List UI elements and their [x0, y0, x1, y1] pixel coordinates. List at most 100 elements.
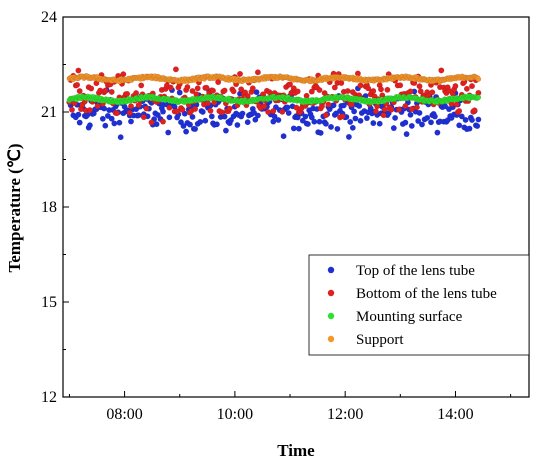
data-point: [271, 113, 278, 120]
data-point: [322, 120, 329, 127]
data-point: [295, 125, 302, 132]
data-point: [69, 106, 75, 113]
data-point: [172, 66, 179, 73]
legend-label: Bottom of the lens tube: [356, 286, 497, 302]
data-point: [287, 81, 293, 88]
data-point: [76, 88, 83, 95]
data-point: [187, 121, 193, 128]
data-point: [189, 88, 196, 94]
data-point: [148, 119, 155, 126]
data-point: [244, 119, 251, 126]
data-point: [357, 82, 364, 89]
data-point: [210, 87, 216, 94]
data-point: [302, 113, 309, 120]
data-point: [347, 118, 354, 125]
data-point: [469, 117, 475, 123]
data-point: [380, 112, 387, 119]
data-point: [325, 101, 332, 108]
legend-label: Top of the lens tube: [356, 263, 475, 279]
data-point: [128, 103, 134, 110]
data-point: [222, 127, 229, 134]
data-point: [99, 115, 106, 122]
data-point: [456, 122, 463, 129]
data-point: [370, 88, 377, 94]
data-point: [392, 114, 399, 121]
data-point: [207, 107, 214, 114]
data-point: [76, 119, 83, 126]
data-point: [237, 70, 243, 77]
data-point: [179, 106, 186, 113]
data-point: [415, 118, 422, 124]
y-tick-label: 12: [41, 389, 57, 406]
data-point: [372, 108, 379, 115]
data-point: [135, 102, 142, 109]
data-point: [356, 103, 363, 109]
data-point: [133, 90, 140, 97]
data-point: [208, 113, 215, 120]
data-point: [135, 112, 142, 119]
y-axis-title: Temperature (℃): [5, 143, 24, 272]
data-point: [311, 118, 318, 125]
data-point: [416, 83, 423, 90]
legend-marker: [327, 289, 335, 297]
data-point: [270, 118, 277, 125]
data-point: [413, 104, 420, 111]
data-point: [344, 88, 351, 94]
data-point: [396, 106, 402, 113]
data-point: [376, 120, 383, 127]
data-point: [345, 133, 352, 140]
data-point: [202, 117, 209, 124]
data-point: [462, 116, 469, 123]
data-point: [352, 115, 359, 122]
x-axis-title: Time: [277, 441, 315, 460]
data-point: [304, 121, 311, 127]
y-tick-label: 21: [41, 104, 57, 121]
data-point: [265, 109, 272, 115]
data-point: [340, 102, 347, 109]
data-point: [428, 119, 434, 126]
data-point: [475, 76, 482, 82]
data-point: [407, 111, 414, 118]
data-point: [429, 89, 436, 96]
data-point: [160, 108, 166, 115]
data-point: [434, 129, 441, 136]
data-point: [111, 120, 118, 127]
data-point: [316, 118, 323, 125]
data-point: [165, 129, 172, 136]
data-point: [230, 88, 237, 95]
data-point: [234, 122, 241, 128]
legend-marker: [327, 312, 335, 320]
data-point: [261, 103, 268, 110]
data-point: [381, 106, 388, 113]
data-point: [124, 90, 131, 97]
y-tick-label: 24: [41, 9, 57, 26]
data-point: [416, 109, 423, 116]
data-point: [466, 125, 473, 132]
data-point: [328, 123, 334, 130]
data-point: [365, 85, 372, 92]
x-tick-label: 08:00: [106, 406, 142, 423]
data-point: [128, 118, 134, 125]
data-point: [338, 80, 345, 86]
data-point: [252, 116, 259, 123]
plot-area: [66, 66, 482, 141]
data-point: [452, 83, 459, 90]
x-tick-label: 12:00: [327, 406, 363, 423]
data-point: [384, 86, 391, 93]
data-point: [438, 67, 445, 74]
data-point: [126, 109, 133, 116]
data-point: [397, 82, 404, 89]
legend-box: [308, 254, 530, 356]
data-point: [424, 114, 431, 121]
data-point: [108, 88, 115, 95]
data-point: [176, 89, 183, 96]
data-point: [254, 112, 261, 119]
data-point: [184, 84, 191, 91]
data-point: [120, 71, 127, 78]
data-point: [117, 134, 124, 141]
data-point: [75, 67, 82, 74]
data-point: [86, 107, 93, 114]
data-point: [294, 88, 301, 95]
data-point: [275, 117, 282, 123]
